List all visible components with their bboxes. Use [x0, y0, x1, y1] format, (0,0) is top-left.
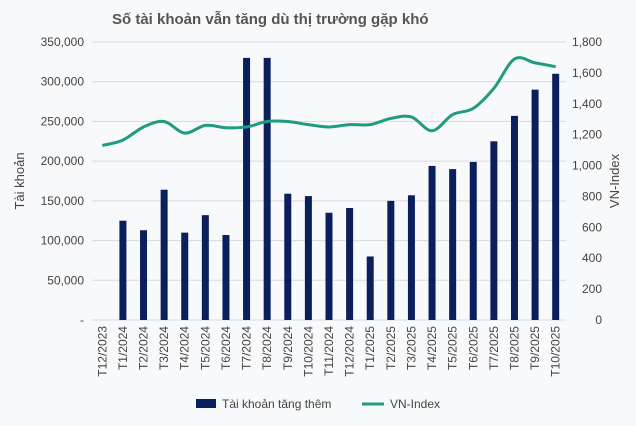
y-tick-label: 150,000 — [41, 194, 85, 208]
y-tick-label: 250,000 — [41, 114, 85, 128]
y2-tick-label: 1,600 — [572, 66, 602, 80]
bar — [284, 193, 292, 320]
bar — [201, 215, 209, 320]
bar — [181, 232, 189, 320]
y-tick-label: 300,000 — [41, 75, 85, 89]
x-tick-label: T2/2024 — [137, 326, 151, 370]
x-tick-label: T9/2024 — [281, 326, 295, 370]
bar — [304, 196, 312, 320]
x-tick-label: T5/2025 — [446, 326, 460, 370]
x-tick-label: T4/2025 — [425, 326, 439, 370]
x-tick-label: T12/2023 — [95, 326, 109, 377]
y-tick-label: 200,000 — [41, 154, 85, 168]
y2-tick-label: 1,800 — [572, 35, 602, 49]
x-tick-label: T10/2024 — [301, 326, 315, 377]
bar — [449, 169, 457, 320]
x-tick-label: T1/2025 — [363, 326, 377, 370]
y2-axis-label: VN-Index — [607, 153, 622, 208]
x-tick-label: T6/2025 — [466, 326, 480, 370]
x-axis-ticks: T12/2023 T1/2024 T2/2024 T3/2024 T4/2024 T5/2… — [95, 326, 562, 377]
y2-tick-label: 1,400 — [572, 97, 602, 111]
y2-tick-label: 200 — [582, 282, 602, 296]
y2-tick-label: 1,200 — [572, 128, 602, 142]
y-tick-label: 350,000 — [41, 35, 85, 49]
vn-index-line — [101, 56, 556, 147]
bar — [263, 57, 271, 321]
y2-tick-label: 400 — [582, 251, 602, 265]
bar — [325, 212, 333, 320]
bar — [243, 57, 251, 321]
bar — [222, 235, 230, 320]
x-tick-label: T7/2024 — [240, 326, 254, 370]
x-tick-label: T2/2025 — [384, 326, 398, 370]
x-tick-label: T3/2025 — [404, 326, 418, 370]
bar — [119, 220, 127, 320]
x-tick-label: T9/2025 — [528, 326, 542, 370]
x-tick-label: T1/2024 — [116, 326, 130, 370]
y-tick-label: - — [80, 313, 84, 327]
bar — [428, 165, 436, 320]
bar — [366, 256, 374, 320]
bar — [407, 195, 415, 320]
x-tick-label: T10/2025 — [549, 326, 563, 377]
y-axis-label: Tài khoản — [12, 152, 27, 209]
legend-bar-label: Tài khoản tăng thêm — [222, 397, 331, 411]
right-axis-ticks: 0 200 400 600 800 1,000 1,200 1,400 1,600 1,800 — [572, 35, 602, 327]
bar — [469, 161, 477, 320]
bar-series — [119, 57, 560, 321]
bar — [552, 73, 560, 321]
y2-tick-label: 1,000 — [572, 159, 602, 173]
x-tick-label: T7/2025 — [487, 326, 501, 370]
legend: Tài khoản tăng thêm VN-Index — [196, 397, 440, 411]
x-tick-label: T5/2024 — [198, 326, 212, 370]
x-tick-label: T3/2024 — [157, 326, 171, 370]
x-tick-label: T8/2024 — [260, 326, 274, 370]
x-tick-label: T6/2024 — [219, 326, 233, 370]
x-tick-label: T11/2024 — [322, 326, 336, 376]
y2-tick-label: 600 — [582, 220, 602, 234]
bar — [490, 141, 498, 320]
bar — [387, 200, 395, 320]
bar — [510, 115, 518, 321]
x-tick-label: T12/2024 — [343, 326, 357, 377]
y2-tick-label: 0 — [595, 313, 602, 327]
legend-line-label: VN-Index — [390, 397, 440, 411]
y-tick-label: 100,000 — [41, 234, 85, 248]
bar — [160, 189, 168, 320]
bar — [140, 230, 148, 320]
x-tick-label: T8/2025 — [507, 326, 521, 370]
legend-bar-swatch — [196, 399, 216, 408]
y-tick-label: 50,000 — [47, 273, 84, 287]
chart-title: Số tài khoản vẫn tăng dù thị trường gặp … — [112, 11, 429, 28]
x-tick-label: T4/2024 — [178, 326, 192, 370]
bar — [346, 208, 354, 320]
left-axis-ticks: - 50,000 100,000 150,000 200,000 250,000 300,0… — [41, 35, 85, 327]
y2-tick-label: 800 — [582, 189, 602, 203]
bar — [531, 89, 539, 321]
